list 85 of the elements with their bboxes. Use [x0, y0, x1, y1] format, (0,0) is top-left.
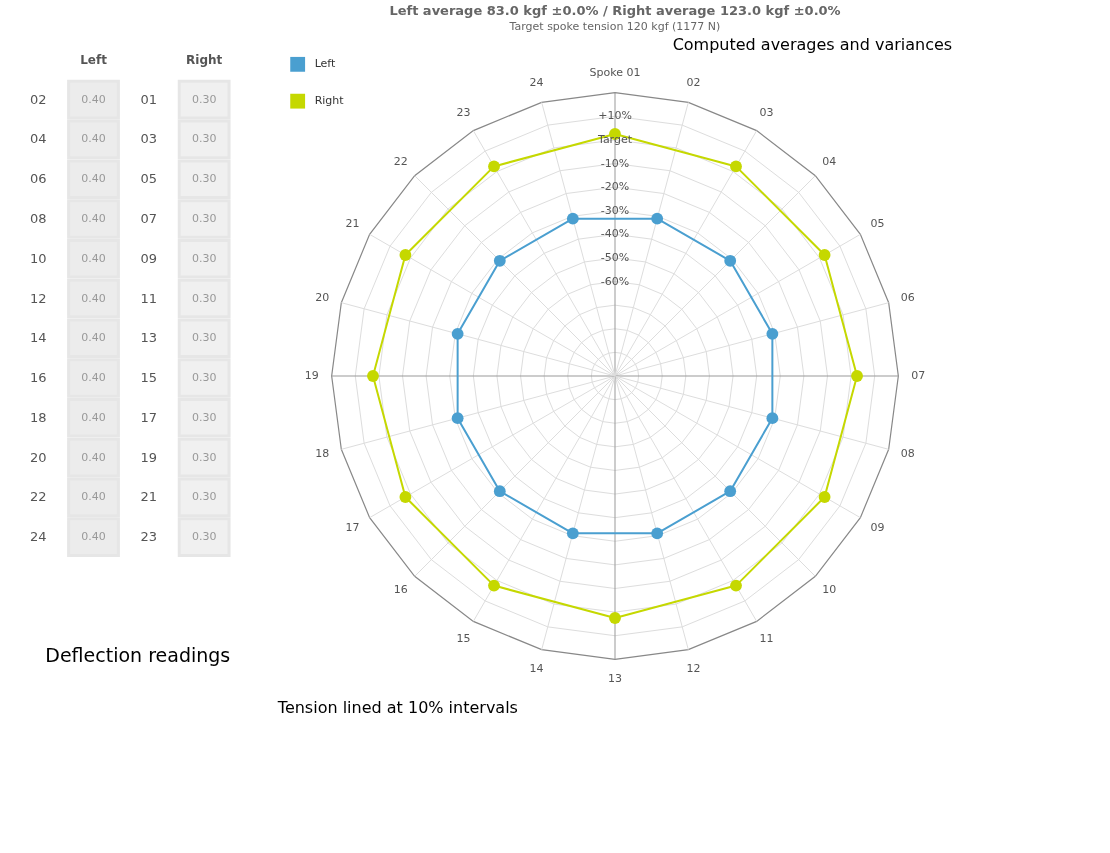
spoke-label: 16 [393, 583, 408, 597]
data-label: 0.30 [191, 490, 217, 504]
y2-tick-label: 05 [140, 171, 158, 187]
legend-label: Right [314, 94, 345, 108]
y-tick-label: 10 [29, 250, 47, 266]
data-label: 0.40 [81, 92, 106, 106]
data-label: 0.30 [191, 410, 217, 424]
spoke-label: Spoke 01 [589, 65, 641, 79]
y-tick-label: 18 [29, 409, 47, 425]
text: Computed averages and variances [672, 34, 953, 54]
spoke-label: 09 [870, 520, 885, 534]
y-tick-label: -30% [600, 203, 630, 217]
y2-tick-label: 07 [140, 210, 158, 226]
y-tick-label: 14 [29, 330, 47, 346]
spoke-label: 04 [822, 154, 837, 168]
y-tick-label: 20 [29, 449, 47, 465]
data-label: 0.30 [191, 92, 217, 106]
y-tick-label: 08 [29, 210, 47, 226]
data-label: 0.40 [81, 530, 106, 544]
spoke-label: 12 [686, 661, 701, 675]
spoke-label: 03 [759, 106, 774, 120]
y-tick-label: 16 [29, 370, 47, 386]
spoke-label: 02 [686, 76, 701, 90]
spoke-label: 08 [900, 447, 915, 461]
y2-tick-label: 15 [140, 370, 158, 386]
y-tick-label: 04 [29, 131, 47, 147]
spoke-label: 07 [911, 369, 926, 382]
y-tick-label: -20% [600, 180, 630, 194]
y-tick-label: -60% [600, 274, 630, 288]
data-label: 0.30 [191, 172, 217, 186]
y2-tick-label: 11 [140, 290, 158, 306]
data-label: 0.30 [191, 251, 217, 265]
y2-tick-label: 19 [140, 449, 158, 465]
y-tick-label: 02 [29, 91, 47, 107]
y2-tick-label: 13 [140, 330, 158, 346]
spoke-label: 11 [759, 631, 774, 645]
spoke-label: 19 [304, 369, 319, 382]
spoke-label: 13 [608, 672, 622, 686]
spoke-label: 05 [870, 217, 885, 231]
spoke-label: 20 [315, 290, 330, 304]
spoke-label: 18 [315, 447, 330, 461]
y-tick-label: +10% [598, 109, 632, 123]
text: Tension lined at 10% intervals [276, 697, 518, 717]
y-tick-label: 22 [29, 489, 47, 505]
data-label: 0.40 [81, 251, 106, 265]
spoke-label: 14 [529, 661, 544, 675]
y-tick-label: 24 [29, 529, 47, 545]
data-label: 0.40 [81, 132, 106, 146]
y-tick-label: 06 [29, 171, 47, 187]
data-label: 0.30 [191, 530, 217, 544]
spoke-label: 21 [345, 217, 360, 231]
data-label: 0.40 [81, 450, 106, 464]
spoke-label: 23 [456, 106, 471, 120]
data-label: 0.40 [81, 490, 106, 504]
data-label: 0.40 [81, 291, 106, 305]
data-label: 0.30 [191, 291, 217, 305]
data-label: 0.30 [191, 450, 217, 464]
data-label: 0.30 [191, 371, 217, 385]
y2-tick-label: 03 [140, 131, 158, 147]
y2-tick-label: 17 [140, 409, 158, 425]
data-label: 0.30 [191, 132, 217, 146]
data-label: 0.40 [81, 371, 106, 385]
spoke-label: 10 [822, 583, 837, 597]
data-label: 0.40 [81, 410, 106, 424]
data-label: 0.40 [81, 211, 106, 225]
data-label: 0.40 [81, 172, 106, 186]
spoke-label: 17 [345, 520, 360, 534]
y-tick-label: -50% [600, 250, 630, 264]
chart-subtitle: Target spoke tension 120 kgf (1177 N) [508, 20, 721, 33]
y2-tick-label: 09 [140, 250, 158, 266]
y-tick-label: 12 [29, 290, 47, 306]
chart-title: Left average 83.0 kgf ±0.0% / Right average 123.0 kgf ±0.0% [389, 3, 841, 18]
y2-tick-label: 23 [140, 529, 158, 545]
y-tick-label: -10% [600, 156, 630, 170]
y-tick-label: -40% [600, 227, 630, 241]
y2-tick-label: 01 [140, 91, 158, 107]
spoke-label: 22 [393, 154, 408, 168]
spoke-label: 06 [900, 290, 915, 304]
text: Deflection readings [45, 644, 231, 667]
data-label: 0.40 [81, 331, 106, 345]
data-label: 0.30 [191, 211, 217, 225]
spoke-label: 24 [529, 76, 544, 90]
y2-tick-label: 21 [140, 489, 158, 505]
data-label: 0.30 [191, 331, 217, 345]
spoke-label: 15 [456, 631, 471, 645]
